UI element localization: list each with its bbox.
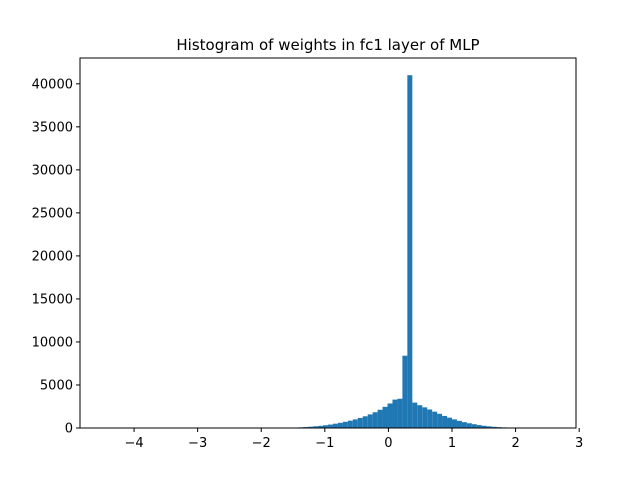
histogram-bar (402, 355, 408, 428)
histogram-bar (442, 415, 448, 428)
chart-title: Histogram of weights in fc1 layer of MLP (176, 36, 479, 54)
histogram-bar (412, 402, 418, 428)
histogram-bar (491, 426, 497, 428)
histogram-bar (481, 425, 487, 428)
histogram-bar (427, 409, 433, 428)
x-axis: −4 −3 −2 −1 0 1 2 3 (124, 428, 583, 451)
histogram-bar (486, 426, 492, 428)
histogram-bar (367, 414, 373, 428)
histogram-bar (471, 424, 477, 428)
y-tick-label: 10000 (32, 335, 73, 350)
x-tick-label: −3 (188, 436, 207, 451)
x-tick-label: −2 (252, 436, 271, 451)
histogram-bar (452, 419, 457, 428)
y-tick-label: 25000 (32, 206, 73, 221)
y-tick-label: 20000 (32, 249, 73, 264)
histogram-bar (447, 417, 452, 428)
histogram-bar (362, 416, 368, 428)
x-tick-label: 0 (384, 436, 392, 451)
histogram-bar (318, 425, 324, 428)
histogram-bar (337, 422, 343, 428)
histogram-bar (387, 403, 393, 428)
histogram-bar (323, 425, 328, 428)
histogram-bar (476, 425, 482, 428)
y-tick-label: 15000 (32, 292, 73, 307)
histogram-bar (332, 423, 338, 428)
plot-frame (79, 57, 577, 429)
x-tick-label: 3 (575, 436, 583, 451)
histogram-bar (328, 424, 333, 428)
x-tick-label: −1 (315, 436, 334, 451)
histogram-bar (347, 420, 353, 428)
x-tick-label: 2 (511, 436, 519, 451)
histogram-bar (357, 417, 363, 428)
histogram-bar (407, 75, 413, 429)
histogram-bar (372, 412, 378, 428)
y-tick-label: 0 (65, 422, 73, 437)
histogram-bar (342, 421, 348, 428)
histogram-bar (308, 426, 314, 428)
histogram-bar (422, 407, 428, 428)
histogram-bar (432, 411, 438, 428)
x-tick-label: 1 (448, 436, 456, 451)
histogram-bar (461, 422, 467, 428)
histogram-bars (278, 75, 552, 429)
y-axis: 0 5000 10000 15000 20000 25000 30000 35000 40000 (32, 77, 80, 437)
y-tick-label: 40000 (32, 77, 73, 92)
y-tick-label: 5000 (40, 378, 73, 393)
histogram-bar (377, 409, 383, 428)
histogram-bar (352, 419, 358, 428)
histogram-bar (456, 420, 462, 428)
y-tick-label: 30000 (32, 163, 73, 178)
histogram-bar (397, 398, 403, 428)
x-tick-label: −4 (124, 436, 143, 451)
histogram-bar (392, 399, 398, 428)
histogram-bar (437, 413, 443, 428)
y-tick-label: 35000 (32, 120, 73, 135)
histogram-bar (382, 406, 388, 428)
histogram-bar (466, 423, 472, 428)
histogram-bar (417, 405, 423, 428)
histogram-bar (313, 426, 319, 428)
